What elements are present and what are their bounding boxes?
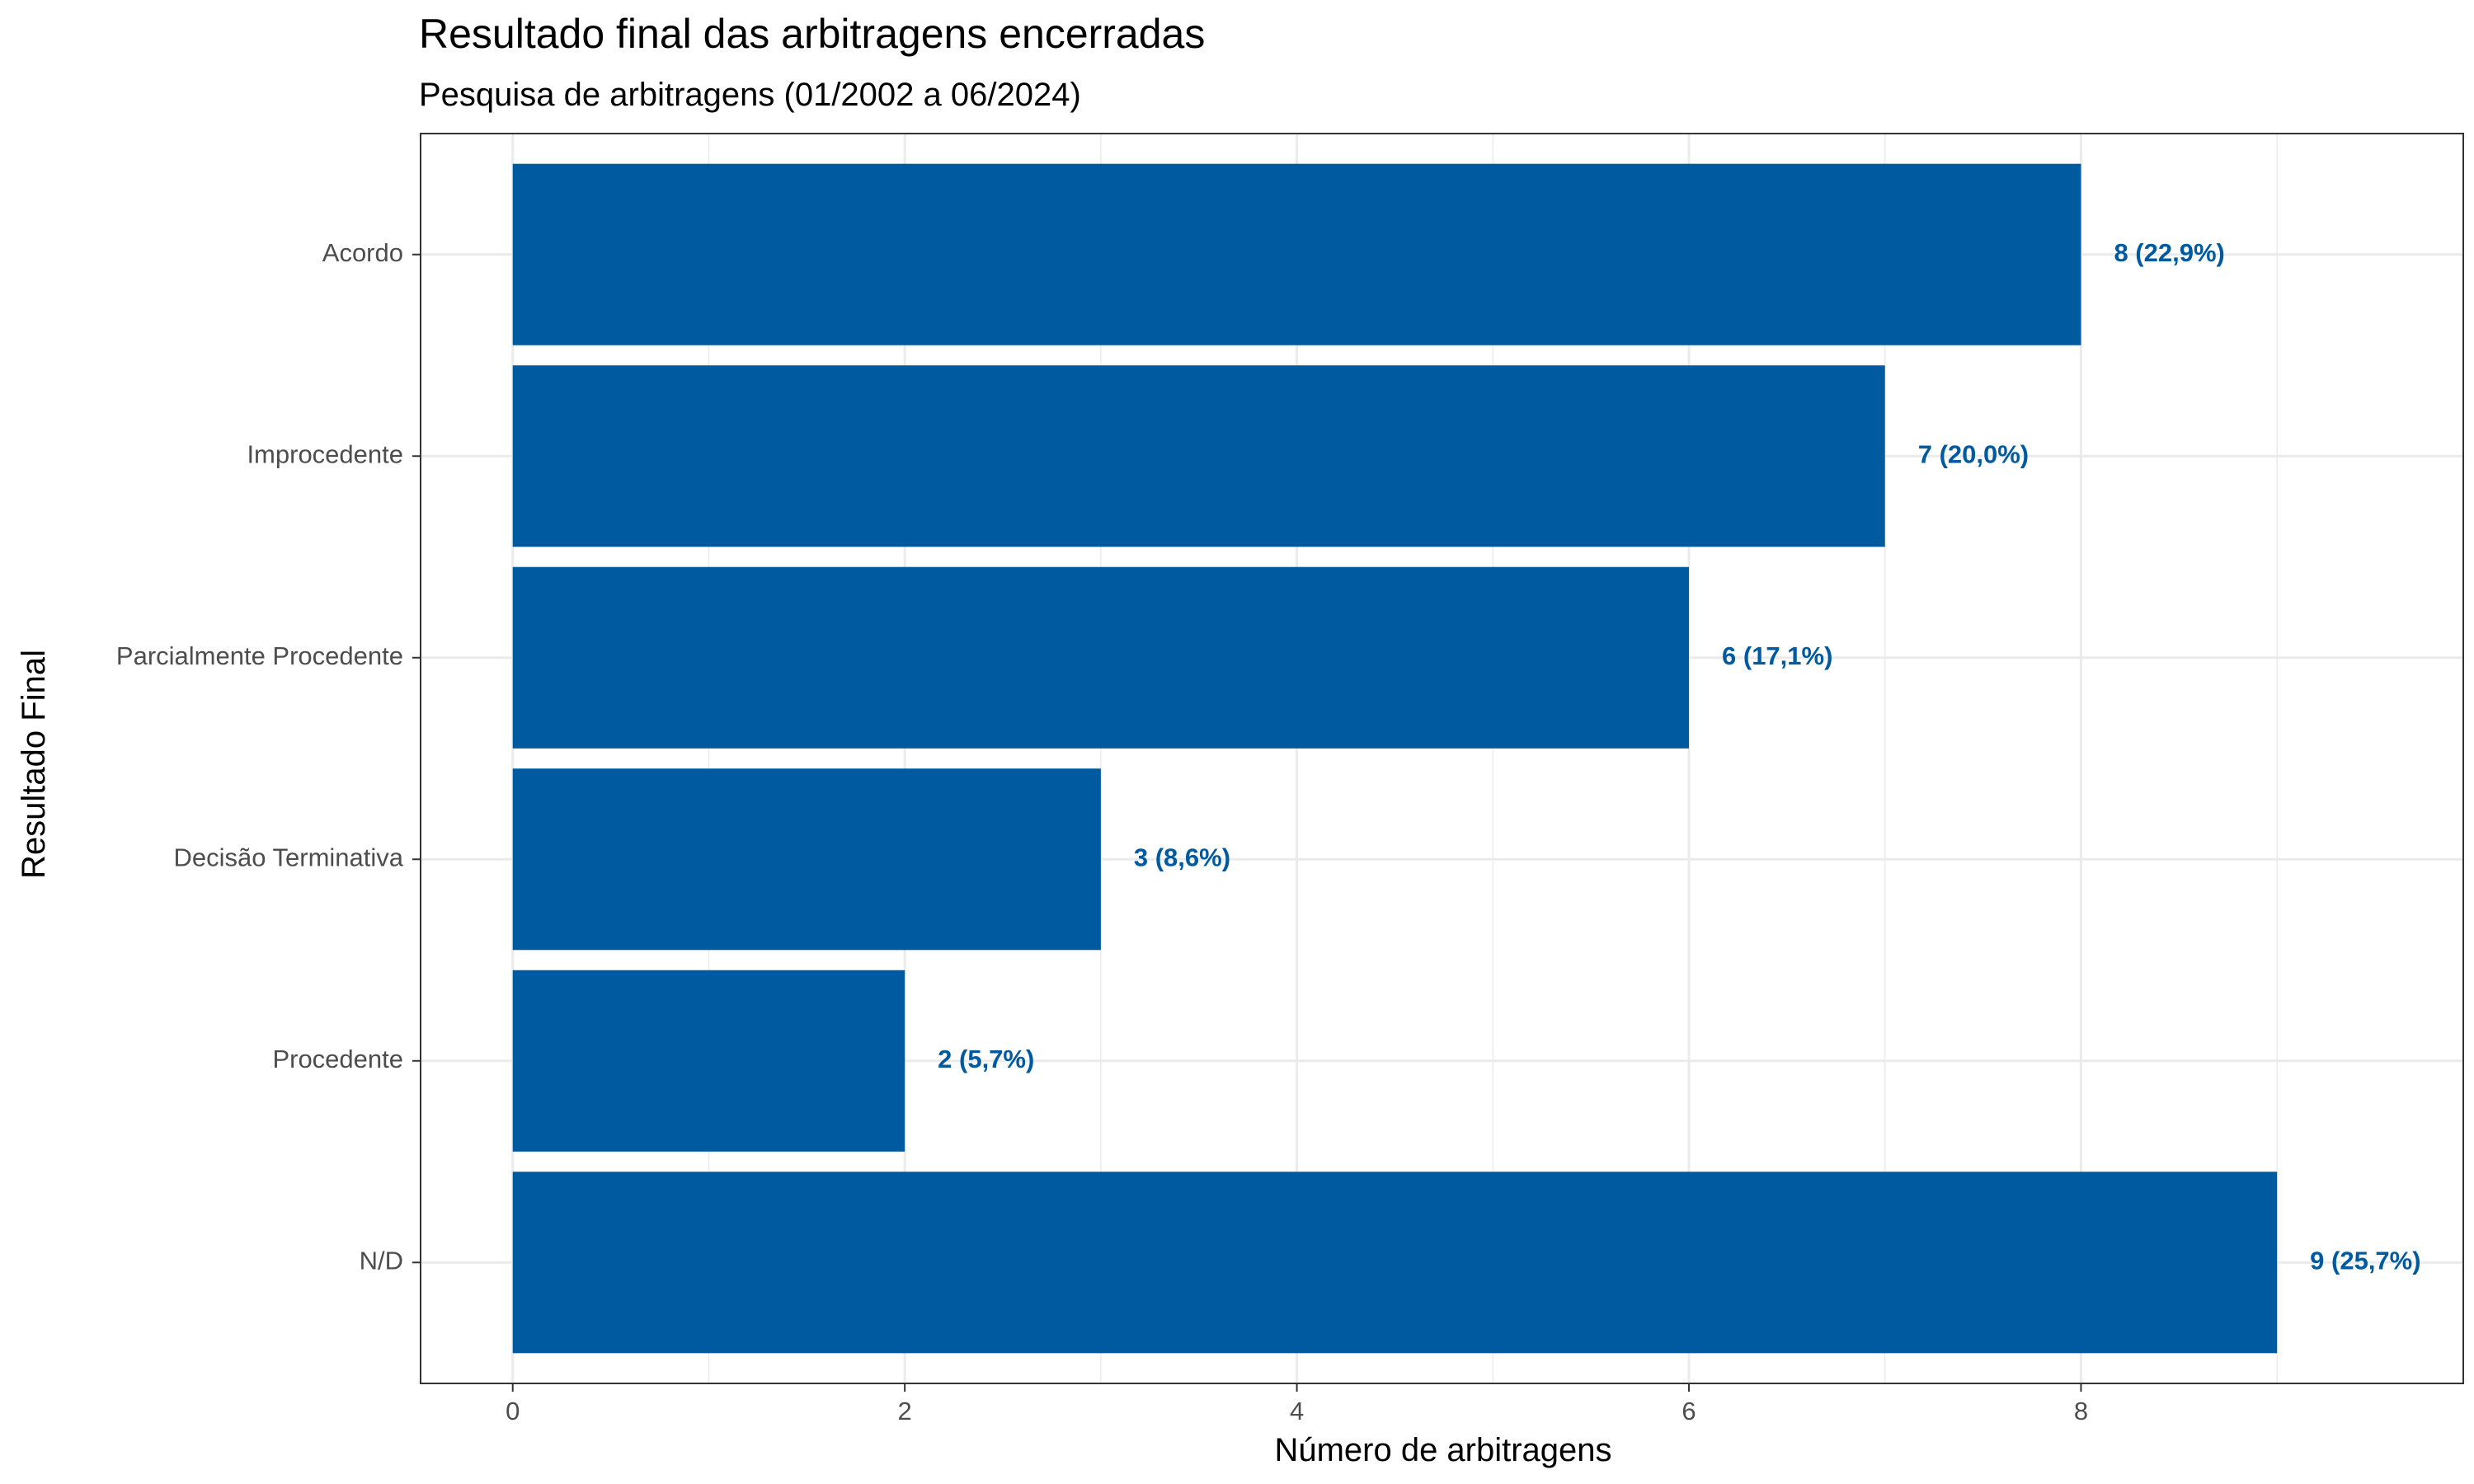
y-tick-label: Procedente [272,1045,403,1073]
y-axis-title: Resultado Final [16,650,52,879]
x-axis: 0 2 4 6 8 [506,1383,2088,1425]
x-axis-title: Número de arbitragens [1274,1432,1611,1468]
bar-labels: 8 (22,9%) 7 (20,0%) 6 (17,1%) 3 (8,6%) 2 (5,… [938,238,2420,1275]
bar-data-label: 2 (5,7%) [938,1045,1034,1073]
y-tick-label: Parcialmente Procedente [116,641,403,670]
bar-data-label: 9 (25,7%) [2310,1246,2420,1275]
bar-data-label: 8 (22,9%) [2114,238,2224,267]
bar [512,768,1101,951]
x-tick-label: 4 [1290,1397,1304,1425]
x-tick-label: 2 [898,1397,912,1425]
bar [512,566,1690,749]
bar [512,163,2081,345]
bars [512,163,2278,1354]
x-tick-label: 8 [2074,1397,2088,1425]
y-tick-label: N/D [360,1246,403,1275]
y-tick-label: Improcedente [247,439,403,468]
chart-subtitle: Pesquisa de arbitragens (01/2002 a 06/20… [419,77,1081,113]
x-tick-label: 0 [506,1397,520,1425]
bar [512,970,905,1152]
x-tick-label: 6 [1681,1397,1696,1425]
chart-title: Resultado final das arbitragens encerrad… [419,11,1205,57]
y-tick-label: Decisão Terminativa [173,843,403,871]
bar [512,365,1885,547]
y-tick-label: Acordo [322,238,403,267]
bar [512,1172,2278,1354]
panel-border [420,133,2464,1384]
bar-data-label: 3 (8,6%) [1134,843,1230,871]
bar-data-label: 6 (17,1%) [1722,641,1832,670]
bar-data-label: 7 (20,0%) [1918,439,2029,468]
y-axis: Acordo Improcedente Parcialmente Procedent… [116,238,421,1275]
